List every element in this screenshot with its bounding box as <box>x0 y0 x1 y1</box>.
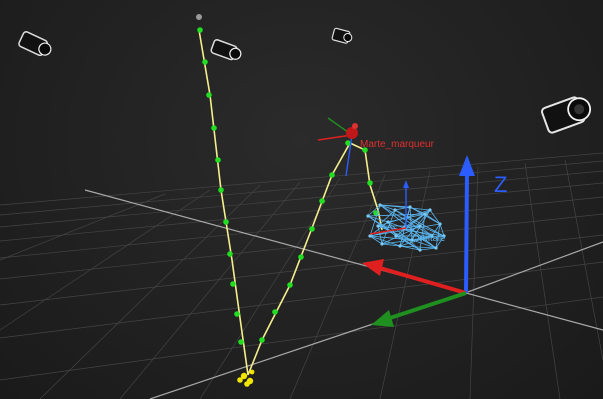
world-axes <box>362 155 475 327</box>
trajectory-point <box>367 180 373 186</box>
rigid-body-node <box>378 203 382 207</box>
rigid-body-node <box>398 244 402 248</box>
rigid-body-node <box>376 224 380 228</box>
trajectory-point <box>238 339 244 345</box>
rigid-body-node <box>408 205 412 209</box>
trajectory-point <box>206 92 212 98</box>
trajectory-point <box>218 187 224 193</box>
rigid-body-node <box>430 234 434 238</box>
foot-markers[interactable] <box>237 369 255 387</box>
rigid-body-node <box>393 208 397 212</box>
trajectory-point <box>227 251 233 257</box>
origin-point <box>196 14 202 20</box>
rigid-body-node <box>428 208 432 212</box>
trajectory-point <box>223 219 229 225</box>
rigid-body-node <box>410 238 414 242</box>
rigid-body-node <box>380 242 384 246</box>
rigid-body-mesh[interactable] <box>366 203 446 252</box>
trajectory-point <box>259 337 265 343</box>
rigid-body-node <box>434 246 438 250</box>
rigid-body-label: Orbitale <box>412 233 445 244</box>
camera-icon[interactable] <box>541 93 594 134</box>
trajectory-point <box>197 27 203 33</box>
trajectory-point <box>202 59 208 65</box>
marker-trajectory[interactable] <box>198 29 383 376</box>
z-axis-label: Z <box>494 172 507 197</box>
trajectory-point <box>272 309 278 315</box>
rigid-body-node <box>423 212 427 216</box>
camera-icon[interactable] <box>210 39 243 62</box>
trajectory-point <box>345 140 351 146</box>
rigid-body-axes <box>369 180 409 235</box>
trajectory-point <box>309 226 315 232</box>
rigid-body-node <box>442 234 446 238</box>
rigid-body-node <box>418 248 422 252</box>
trajectory-point <box>215 157 221 163</box>
camera-icon[interactable] <box>331 27 353 45</box>
trajectory-point <box>211 125 217 131</box>
trajectory-point <box>319 198 325 204</box>
trajectory-point <box>287 282 293 288</box>
trajectory-point <box>234 311 240 317</box>
foot-marker[interactable] <box>244 381 250 387</box>
rigid-body-node <box>418 224 422 228</box>
camera-icon[interactable] <box>18 31 54 59</box>
rigid-body-node <box>394 234 398 238</box>
rigid-body-node <box>366 214 370 218</box>
rigid-body-node <box>438 222 442 226</box>
foot-marker[interactable] <box>240 372 248 380</box>
selected-marker[interactable] <box>317 117 358 177</box>
trajectory-points <box>197 27 379 345</box>
trajectory-point <box>298 254 304 260</box>
trajectory-point <box>362 147 368 153</box>
rigid-body-node <box>368 234 372 238</box>
trajectory-point <box>230 281 236 287</box>
trajectory-point <box>373 210 379 216</box>
foot-marker[interactable] <box>237 377 243 383</box>
marker-label: Marte_marqueur <box>360 139 435 150</box>
rigid-body-node <box>386 220 390 224</box>
trajectory-point <box>329 172 335 178</box>
foot-marker[interactable] <box>249 369 255 375</box>
